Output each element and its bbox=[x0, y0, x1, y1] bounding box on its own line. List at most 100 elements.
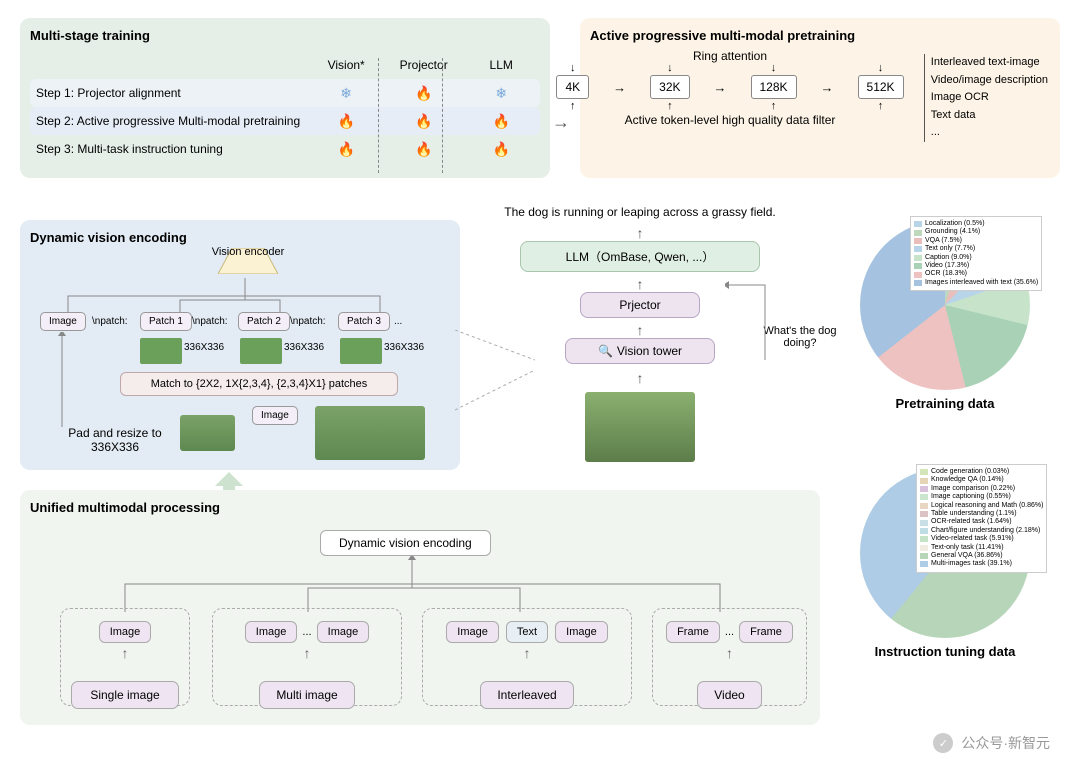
apm-list-item: Image OCR bbox=[931, 89, 1048, 107]
frame-node: Frame bbox=[666, 621, 720, 643]
interleaved-label: Interleaved bbox=[480, 681, 573, 709]
legend-item: OCR-related task (1.64%) bbox=[920, 518, 1043, 526]
text-node: Text bbox=[506, 621, 548, 643]
source-image bbox=[315, 406, 425, 460]
interleaved-group: Image Text Image ↑ Interleaved bbox=[422, 608, 632, 706]
legend-item: Code generation (0.03%) bbox=[920, 468, 1043, 476]
fire-icon: 🔥 bbox=[337, 141, 354, 157]
patch-1: Patch 1 bbox=[140, 312, 192, 331]
vision-tower-box: 🔍Vision tower bbox=[565, 338, 715, 364]
snowflake-icon: ❄ bbox=[340, 85, 352, 101]
fire-icon: 🔥 bbox=[415, 85, 432, 101]
arrow-icon: → bbox=[552, 112, 570, 133]
legend-item: Image comparison (0.22%) bbox=[920, 485, 1043, 493]
token-row: 4K↓↑→32K↓↑→128K↓↑→512K↓↑ bbox=[590, 75, 870, 99]
legend-item: Localization (0.5%) bbox=[914, 220, 1038, 228]
patch-image bbox=[140, 338, 182, 364]
dog-image bbox=[585, 392, 695, 462]
mst-row: Step 2: Active progressive Multi-modal p… bbox=[30, 107, 540, 135]
image-node: Image bbox=[245, 621, 298, 643]
output-caption: The dog is running or leaping across a g… bbox=[475, 205, 805, 219]
magnifier-icon: 🔍 bbox=[598, 344, 613, 358]
legend-item: Text-only task (11.41%) bbox=[920, 544, 1043, 552]
legend-item: Text only (7.7%) bbox=[914, 245, 1038, 253]
wechat-icon: ✓ bbox=[933, 733, 953, 753]
legend-item: Logical reasoning and Math (0.86%) bbox=[920, 502, 1043, 510]
llm-box: LLM（OmBase, Qwen, ...） bbox=[520, 241, 760, 272]
image-node: Image bbox=[99, 621, 152, 643]
legend-item: Grounding (4.1%) bbox=[914, 228, 1038, 236]
mst-row: Step 3: Multi-task instruction tuning🔥🔥🔥 bbox=[30, 135, 540, 163]
pie2-legend: Code generation (0.03%)Knowledge QA (0.1… bbox=[916, 464, 1047, 573]
image-node: Image bbox=[40, 312, 86, 331]
active-progressive-panel: Active progressive multi-modal pretraini… bbox=[580, 18, 1060, 178]
fire-icon: 🔥 bbox=[337, 113, 354, 129]
fire-icon: 🔥 bbox=[415, 113, 432, 129]
apm-list-item: ... bbox=[931, 124, 1048, 142]
image-node: Image bbox=[555, 621, 608, 643]
apm-data-list: Interleaved text-imageVideo/image descri… bbox=[924, 54, 1048, 142]
apm-list-item: Text data bbox=[931, 107, 1048, 125]
token-box: 4K↓↑ bbox=[556, 75, 589, 99]
legend-item: Video-related task (5.91%) bbox=[920, 535, 1043, 543]
legend-item: Knowledge QA (0.14%) bbox=[920, 476, 1043, 484]
patch-3: Patch 3 bbox=[338, 312, 390, 331]
legend-item: VQA (7.5%) bbox=[914, 237, 1038, 245]
pie1-title: Pretraining data bbox=[860, 396, 1030, 411]
legend-item: Image captioning (0.55%) bbox=[920, 493, 1043, 501]
watermark: ✓ 公众号·新智元 bbox=[933, 733, 1050, 753]
mst-row: Step 1: Projector alignment❄🔥❄ bbox=[30, 79, 540, 107]
token-box: 32K↓↑ bbox=[650, 75, 689, 99]
pretraining-pie: Localization (0.5%)Grounding (4.1%)VQA (… bbox=[860, 220, 1030, 411]
legend-item: Images interleaved with text (35.6%) bbox=[914, 279, 1038, 287]
pie2-title: Instruction tuning data bbox=[860, 644, 1030, 659]
token-box: 128K↓↑ bbox=[751, 75, 797, 99]
multi-stage-training-panel: Multi-stage training Vision* Projector L… bbox=[20, 18, 550, 178]
apm-list-item: Interleaved text-image bbox=[931, 54, 1048, 72]
image-node: Image bbox=[317, 621, 370, 643]
center-pipeline: The dog is running or leaping across a g… bbox=[475, 205, 805, 468]
dve-title: Dynamic vision encoding bbox=[30, 230, 450, 245]
fire-icon: 🔥 bbox=[415, 141, 432, 157]
instruction-pie: Code generation (0.03%)Knowledge QA (0.1… bbox=[860, 468, 1030, 659]
video-group: Frame ... Frame ↑ Video bbox=[652, 608, 807, 706]
fire-icon: 🔥 bbox=[493, 113, 510, 129]
ring-attention-label: Ring attention bbox=[590, 49, 870, 63]
token-box: 512K↓↑ bbox=[858, 75, 904, 99]
legend-item: Caption (9.0%) bbox=[914, 254, 1038, 262]
ump-title: Unified multimodal processing bbox=[30, 500, 810, 515]
apm-list-item: Video/image description bbox=[931, 72, 1048, 90]
legend-item: Video (17.3%) bbox=[914, 262, 1038, 270]
image-node: Image bbox=[252, 406, 298, 425]
mst-header-vision: Vision* bbox=[307, 58, 385, 72]
legend-item: OCR (18.3%) bbox=[914, 270, 1038, 278]
snowflake-icon: ❄ bbox=[495, 85, 507, 101]
frame-node: Frame bbox=[739, 621, 793, 643]
mst-header-projector: Projector bbox=[385, 58, 463, 72]
legend-item: Chart/figure understanding (2.18%) bbox=[920, 527, 1043, 535]
resized-image bbox=[180, 415, 235, 451]
question-text: What's the dog doing? bbox=[755, 325, 845, 349]
dynamic-vision-encoding-panel: Dynamic vision encoding Vision encoder I… bbox=[20, 220, 460, 470]
video-label: Video bbox=[697, 681, 761, 709]
pie1-legend: Localization (0.5%)Grounding (4.1%)VQA (… bbox=[910, 216, 1042, 291]
dve-box: Dynamic vision encoding bbox=[320, 530, 491, 556]
apm-filter-label: Active token-level high quality data fil… bbox=[590, 113, 870, 127]
match-box: Match to {2X2, 1X{2,3,4}, {2,3,4}X1} pat… bbox=[120, 372, 398, 396]
fire-icon: 🔥 bbox=[493, 141, 510, 157]
apm-title: Active progressive multi-modal pretraini… bbox=[590, 28, 1050, 43]
mst-header-row: Vision* Projector LLM bbox=[30, 51, 540, 79]
multi-image-group: Image ... Image ↑ Multi image bbox=[212, 608, 402, 706]
vision-encoder-label: Vision encoder bbox=[210, 248, 286, 278]
legend-item: General VQA (36.86%) bbox=[920, 552, 1043, 560]
pad-label: Pad and resize to 336X336 bbox=[50, 426, 180, 454]
image-node: Image bbox=[446, 621, 499, 643]
patch-2: Patch 2 bbox=[238, 312, 290, 331]
legend-item: Table understanding (1.1%) bbox=[920, 510, 1043, 518]
patch-image bbox=[240, 338, 282, 364]
mst-title: Multi-stage training bbox=[30, 28, 540, 43]
legend-item: Multi-images task (39.1%) bbox=[920, 560, 1043, 568]
patch-image bbox=[340, 338, 382, 364]
single-image-group: Image ↑ Single image bbox=[60, 608, 190, 706]
mst-header-llm: LLM bbox=[462, 58, 540, 72]
